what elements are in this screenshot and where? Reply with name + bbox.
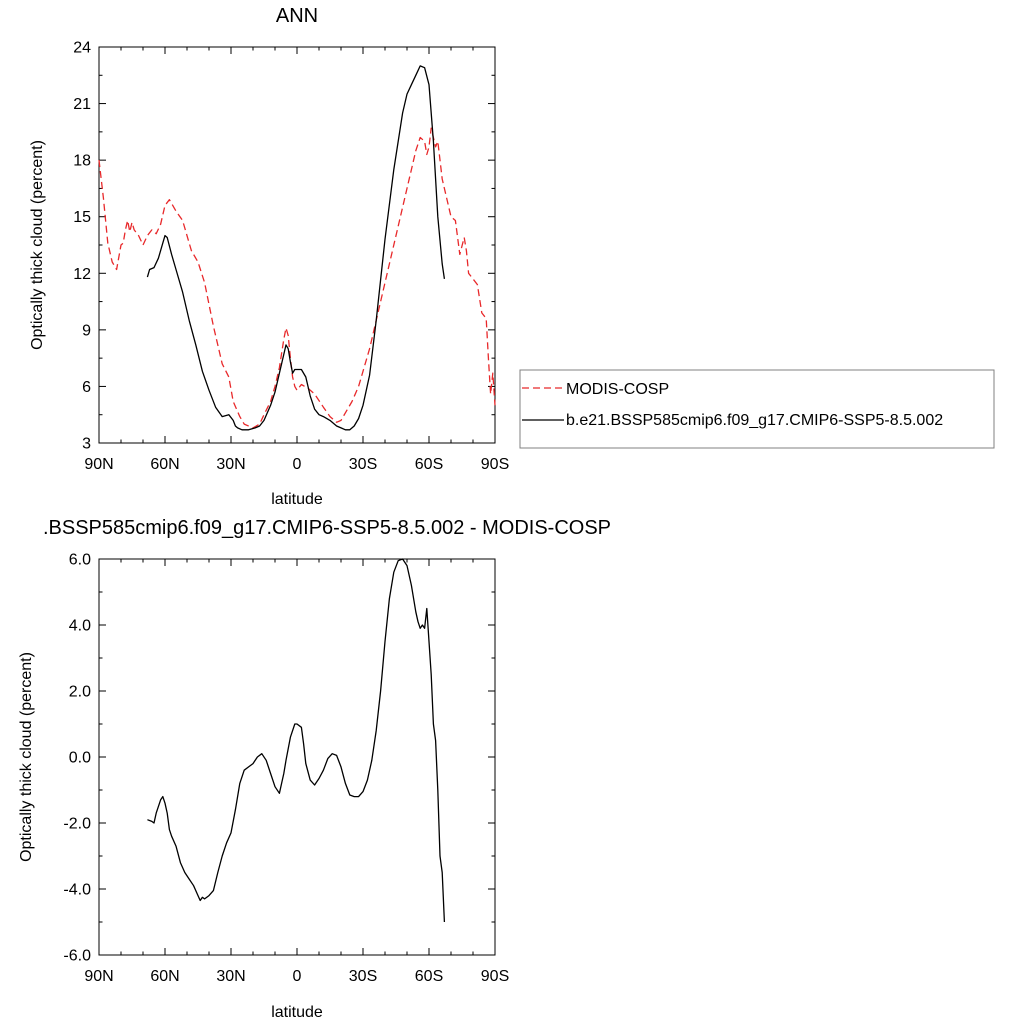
top-chart-ylabel: Optically thick cloud (percent) bbox=[29, 140, 46, 350]
bottom-chart-frame bbox=[98, 558, 496, 956]
bottom-ytick-label-5: 4.0 bbox=[69, 618, 91, 635]
top-ytick-label-2: 9 bbox=[82, 322, 91, 339]
bottom-xtick-label-3: 0 bbox=[293, 968, 302, 985]
bottom-series-line-0 bbox=[147, 558, 446, 923]
top-ytick-label-5: 18 bbox=[73, 153, 91, 170]
top-xtick-label-0: 90N bbox=[84, 456, 113, 473]
bottom-chart-xlabel: latitude bbox=[271, 1004, 323, 1021]
bottom-chart-ylabel: Optically thick cloud (percent) bbox=[18, 652, 35, 862]
top-series-line-1 bbox=[146, 65, 446, 431]
bottom-ytick-label-0: -6.0 bbox=[63, 948, 91, 965]
top-chart-xlabel: latitude bbox=[271, 491, 323, 508]
top-ytick-label-1: 6 bbox=[82, 379, 91, 396]
bottom-ytick-label-1: -4.0 bbox=[63, 882, 91, 899]
top-ytick-label-4: 15 bbox=[73, 209, 91, 226]
top-chart-series bbox=[98, 65, 496, 431]
bottom-chart-title: .BSSP585cmip6.f09_g17.CMIP6-SSP5-8.5.002… bbox=[43, 517, 611, 539]
top-xtick-label-4: 30S bbox=[349, 456, 377, 473]
top-ytick-label-3: 12 bbox=[73, 266, 91, 283]
legend: MODIS-COSP b.e21.BSSP585cmip6.f09_g17.CM… bbox=[519, 369, 995, 449]
top-xtick-label-5: 60S bbox=[415, 456, 443, 473]
legend-label-model: b.e21.BSSP585cmip6.f09_g17.CMIP6-SSP5-8.… bbox=[566, 412, 943, 429]
bottom-xtick-label-5: 60S bbox=[415, 968, 443, 985]
top-chart-ticks: 90N 60N 30N 0 30S 60S 90S 3 6 9 12 15 18 21 24 bbox=[73, 40, 509, 474]
legend-box bbox=[519, 369, 995, 449]
bottom-xtick-label-4: 30S bbox=[349, 968, 377, 985]
top-xtick-label-2: 30N bbox=[216, 456, 245, 473]
top-chart: ANN 90N 60N 30N 0 30S 60S 90S 3 6 9 12 15 18 21 24 lat… bbox=[29, 5, 509, 508]
bottom-xtick-label-1: 60N bbox=[150, 968, 179, 985]
top-xtick-label-6: 90S bbox=[481, 456, 509, 473]
top-chart-title: ANN bbox=[276, 5, 318, 27]
bottom-ytick-label-6: 6.0 bbox=[69, 552, 91, 569]
top-xtick-label-3: 0 bbox=[293, 456, 302, 473]
top-ytick-label-7: 24 bbox=[73, 40, 91, 57]
bottom-ytick-label-3: 0.0 bbox=[69, 750, 91, 767]
bottom-xtick-label-6: 90S bbox=[481, 968, 509, 985]
bottom-xtick-label-2: 30N bbox=[216, 968, 245, 985]
top-ytick-label-0: 3 bbox=[82, 436, 91, 453]
top-series-line-0 bbox=[98, 127, 496, 429]
bottom-xtick-label-0: 90N bbox=[84, 968, 113, 985]
top-ytick-label-6: 21 bbox=[73, 96, 91, 113]
bottom-chart: .BSSP585cmip6.f09_g17.CMIP6-SSP5-8.5.002… bbox=[18, 517, 611, 1021]
bottom-chart-ticks: 90N 60N 30N 0 30S 60S 90S -6.0 -4.0 -2.0 0.0 2.0 4.0… bbox=[63, 552, 509, 986]
top-chart-frame bbox=[98, 46, 496, 444]
top-xtick-label-1: 60N bbox=[150, 456, 179, 473]
bottom-chart-series bbox=[147, 558, 446, 923]
legend-label-modis: MODIS-COSP bbox=[566, 381, 669, 398]
bottom-ytick-label-2: -2.0 bbox=[63, 816, 91, 833]
bottom-ytick-label-4: 2.0 bbox=[69, 684, 91, 701]
